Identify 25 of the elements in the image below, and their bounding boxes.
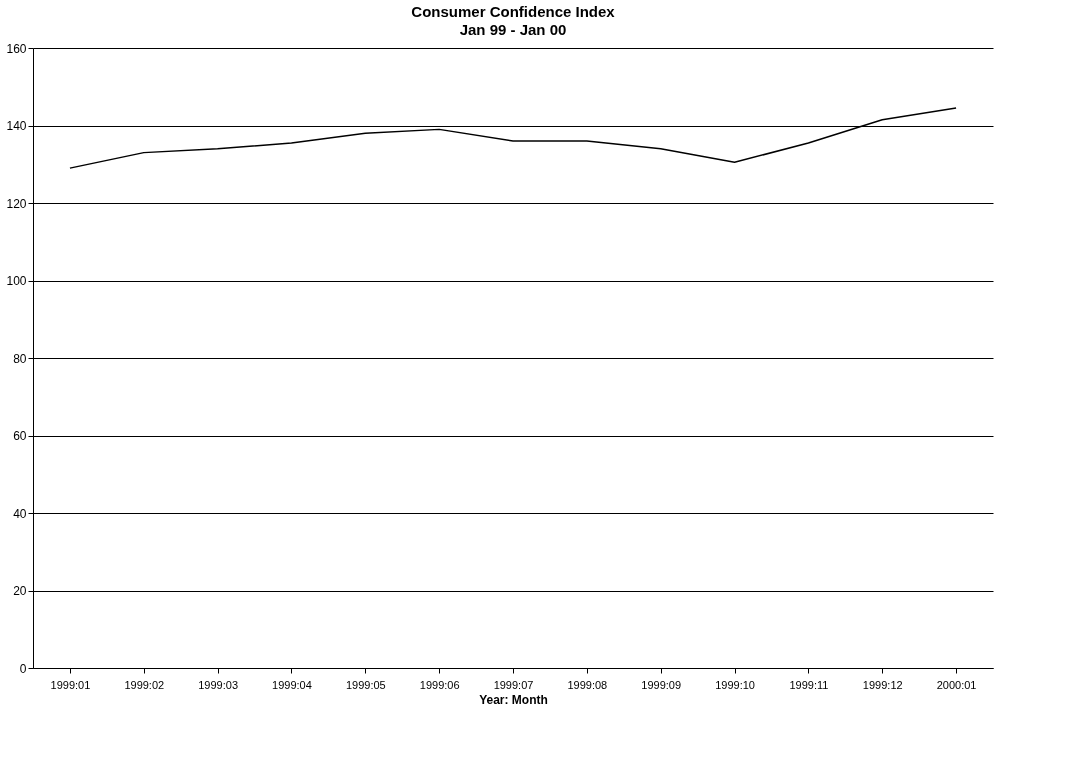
y-tick-label: 20 xyxy=(13,584,27,598)
x-tick-label: 1999:07 xyxy=(493,678,534,691)
y-tick-label: 60 xyxy=(13,429,27,443)
x-tick-label: 1999:12 xyxy=(862,678,903,691)
x-tick-label: 1999:10 xyxy=(715,678,755,691)
y-tick-label: 40 xyxy=(13,506,27,521)
x-tick-label: 1999:08 xyxy=(567,678,608,691)
y-tick-label: 120 xyxy=(6,196,27,211)
x-tick-label: 1999:03 xyxy=(198,678,238,691)
x-tick-label: 1999:04 xyxy=(272,678,312,691)
x-tick-label: 1999:05 xyxy=(345,678,386,691)
x-tick-label: 1999:01 xyxy=(50,678,91,691)
y-tick-label: 0 xyxy=(19,661,27,676)
y-tick-label: 100 xyxy=(6,274,27,288)
y-tick-label: 140 xyxy=(6,119,27,133)
x-tick-label: 1999:02 xyxy=(124,678,165,691)
x-tick-label: 1999:06 xyxy=(419,678,460,691)
x-axis-title: Year: Month xyxy=(479,692,548,707)
y-tick-label: 160 xyxy=(6,41,27,56)
x-tick-label: 2000:01 xyxy=(936,678,977,691)
y-tick-label: 80 xyxy=(13,351,27,366)
chart-subtitle: Jan 99 - Jan 00 xyxy=(459,21,567,38)
x-tick-label: 1999:11 xyxy=(789,678,829,691)
x-tick-label: 1999:09 xyxy=(641,678,682,691)
chart-title: Consumer Confidence Index xyxy=(411,3,616,20)
